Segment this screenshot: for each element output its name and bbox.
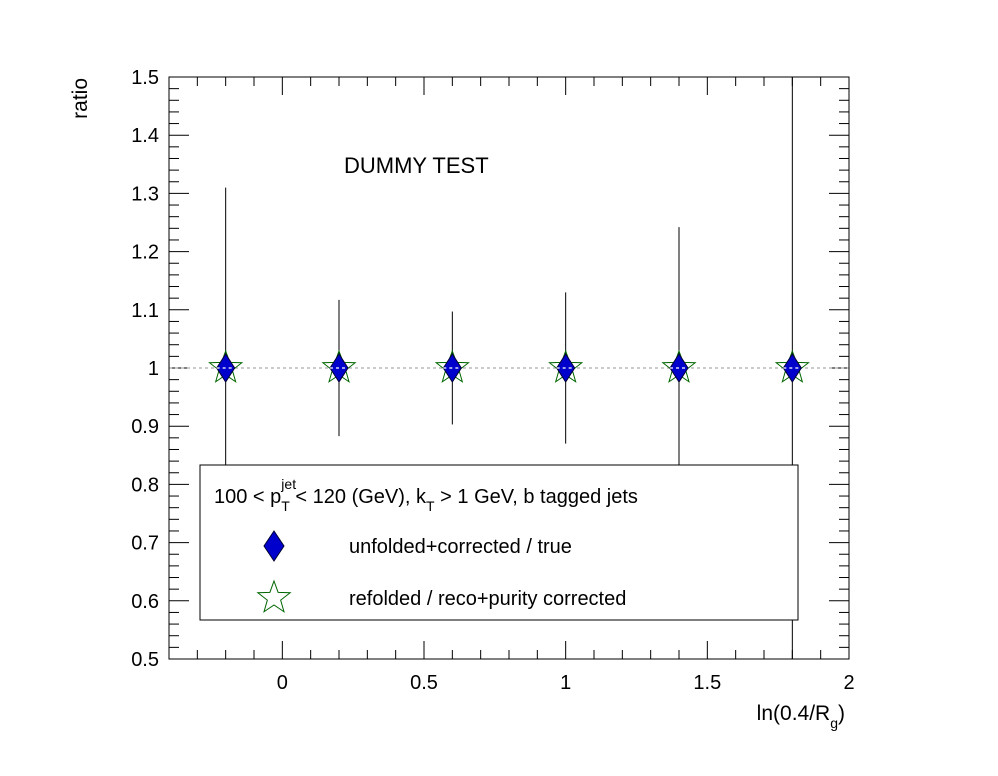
tick-labels: 0 0.5 1 1.5 2 0.5 0.6 0.7 0.8 0.9 1 1.1 1.2 1.3 1.4 1.5 xyxy=(131,67,854,694)
y-tick-label: 1.3 xyxy=(131,183,159,205)
legend-entry-label: unfolded+corrected / true xyxy=(349,536,572,558)
legend-diamond-icon xyxy=(263,530,285,562)
y-tick-label: 1.4 xyxy=(131,125,159,147)
x-tick-label: 2 xyxy=(843,672,854,694)
y-tick-label: 0.6 xyxy=(131,591,159,613)
y-tick-label: 0.5 xyxy=(131,649,159,671)
y-tick-label: 1.1 xyxy=(131,300,159,322)
y-tick-label: 1 xyxy=(148,358,159,380)
y-tick-label: 1.5 xyxy=(131,67,159,89)
x-tick-label: 1 xyxy=(560,672,571,694)
y-tick-label: 1.2 xyxy=(131,242,159,264)
axis-ticks xyxy=(168,76,850,660)
legend-header: 100 < pjet T < 120 (GeV), kT > 1 GeV, b t… xyxy=(214,476,638,514)
legend-entry-label: refolded / reco+purity corrected xyxy=(349,588,626,610)
y-axis-label: ratio xyxy=(69,78,92,119)
diamond-marker xyxy=(216,353,236,383)
chart-annotation: DUMMY TEST xyxy=(344,153,489,178)
x-tick-label: 0 xyxy=(277,672,288,694)
diamond-marker xyxy=(556,353,576,383)
y-tick-label: 0.8 xyxy=(131,474,159,496)
x-tick-label: 0.5 xyxy=(410,672,438,694)
y-tick-label: 0.7 xyxy=(131,533,159,555)
x-tick-label: 1.5 xyxy=(693,672,721,694)
legend-star-icon xyxy=(256,579,292,613)
data-markers xyxy=(208,349,810,383)
plot-frame xyxy=(168,76,850,660)
legend-entries: unfolded+corrected / true refolded / reco… xyxy=(256,530,626,613)
legend: 100 < pjet T < 120 (GeV), kT > 1 GeV, b t… xyxy=(199,464,799,621)
legend-box xyxy=(199,464,799,621)
y-tick-label: 0.9 xyxy=(131,416,159,438)
x-axis-label: ln(0.4/Rg) xyxy=(757,702,845,731)
